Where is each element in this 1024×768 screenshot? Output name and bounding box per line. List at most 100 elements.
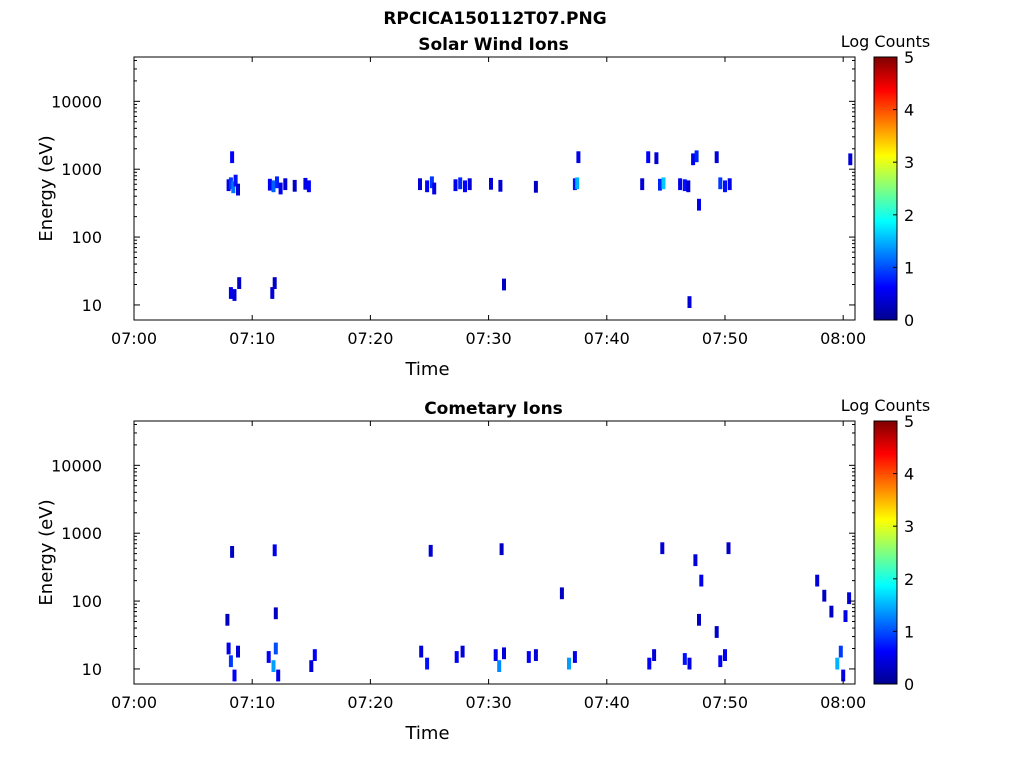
data-cell	[418, 178, 422, 191]
data-cell	[727, 178, 732, 191]
data-cell	[526, 651, 531, 663]
data-cell	[718, 655, 723, 668]
y-tick-label: 100	[71, 592, 102, 611]
colorbar-tick-label: 4	[904, 101, 914, 120]
data-cell	[228, 177, 233, 190]
data-cell	[276, 669, 281, 682]
data-cell	[723, 180, 727, 193]
data-cell	[694, 150, 699, 163]
data-cell	[493, 649, 498, 661]
data-cell	[489, 177, 493, 190]
data-cell	[267, 178, 272, 191]
data-cell	[822, 589, 827, 602]
data-cell	[847, 592, 852, 605]
x-tick-label: 07:10	[229, 329, 275, 348]
data-cell	[231, 181, 236, 194]
spectrogram-panel-2: 07:00 07:10 07:20 07:30 07:40 07:50 08:0010100…	[36, 396, 930, 744]
data-cell	[454, 651, 459, 663]
colorbar-tick-label: 1	[904, 622, 914, 641]
data-cell	[230, 546, 235, 558]
colorbar-tick-label: 3	[904, 153, 914, 172]
data-cell	[640, 178, 645, 191]
data-cell	[572, 178, 577, 191]
data-cell	[232, 669, 237, 682]
data-cell	[292, 179, 297, 192]
x-tick-label: 07:00	[111, 693, 157, 712]
data-cell	[226, 179, 231, 192]
data-cell	[660, 542, 665, 555]
panel-title: Solar Wind Ions	[418, 35, 569, 55]
x-tick-label: 07:50	[702, 329, 748, 348]
data-cell	[275, 176, 279, 189]
data-cell	[682, 179, 687, 192]
colorbar-tick-label: 5	[904, 412, 914, 431]
x-tick-label: 07:10	[229, 693, 275, 712]
x-axis-label: Time	[404, 723, 449, 744]
data-cell	[502, 278, 506, 291]
data-cell	[567, 657, 571, 670]
colorbar-tick-label: 4	[904, 465, 914, 484]
data-cell	[835, 657, 840, 670]
data-cell	[697, 198, 701, 211]
x-tick-label: 07:40	[584, 329, 630, 348]
data-cell	[303, 177, 308, 190]
data-cell	[463, 180, 467, 193]
x-tick-label: 07:30	[466, 693, 512, 712]
data-cell	[228, 287, 233, 299]
data-cell	[559, 587, 564, 600]
data-cell	[572, 651, 577, 663]
data-cell	[687, 657, 692, 670]
data-cell	[272, 277, 277, 289]
colorbar	[873, 420, 898, 685]
data-cell	[686, 180, 691, 193]
data-cell	[453, 179, 458, 192]
data-cell	[815, 574, 820, 587]
data-cell	[432, 182, 437, 195]
data-cell	[499, 543, 504, 556]
data-cell	[838, 645, 843, 658]
plot-area	[133, 56, 856, 321]
x-tick-label: 07:30	[466, 329, 512, 348]
y-tick-label: 10	[82, 660, 102, 679]
data-cell	[691, 153, 696, 166]
data-cell	[646, 151, 651, 164]
data-cell	[687, 296, 692, 308]
data-cell	[699, 574, 704, 587]
data-cell	[266, 651, 271, 663]
data-cell	[843, 610, 848, 622]
data-cell	[848, 153, 853, 166]
data-cell	[533, 180, 538, 193]
data-cell	[726, 542, 731, 555]
data-cell	[658, 178, 662, 191]
panel-title: Cometary Ions	[424, 399, 563, 419]
data-cell	[678, 178, 683, 191]
data-cell	[428, 544, 433, 557]
data-cell	[652, 649, 657, 661]
data-cell	[467, 178, 472, 191]
x-tick-label: 07:40	[584, 693, 630, 712]
data-cell	[283, 178, 288, 191]
data-cell	[429, 176, 434, 189]
data-cell	[575, 177, 580, 190]
y-tick-label: 10	[82, 296, 102, 315]
data-cell	[237, 277, 242, 289]
data-cell	[270, 287, 275, 299]
data-cell	[233, 174, 238, 187]
colorbar-tick-label: 0	[904, 675, 914, 694]
y-tick-label: 10000	[51, 456, 102, 475]
data-cell	[654, 152, 659, 165]
y-tick-label: 100	[71, 228, 102, 247]
x-tick-label: 07:20	[347, 329, 393, 348]
y-tick-label: 1000	[61, 160, 102, 179]
data-cell	[533, 649, 538, 661]
data-cell	[498, 179, 503, 192]
data-cell	[271, 180, 276, 193]
data-cell	[226, 642, 231, 655]
data-cell	[236, 645, 240, 658]
data-cell	[714, 151, 719, 164]
colorbar-label: Log Counts	[841, 32, 931, 51]
data-cell	[278, 182, 283, 195]
data-cell	[425, 180, 430, 193]
colorbar-tick-label: 0	[904, 311, 914, 330]
